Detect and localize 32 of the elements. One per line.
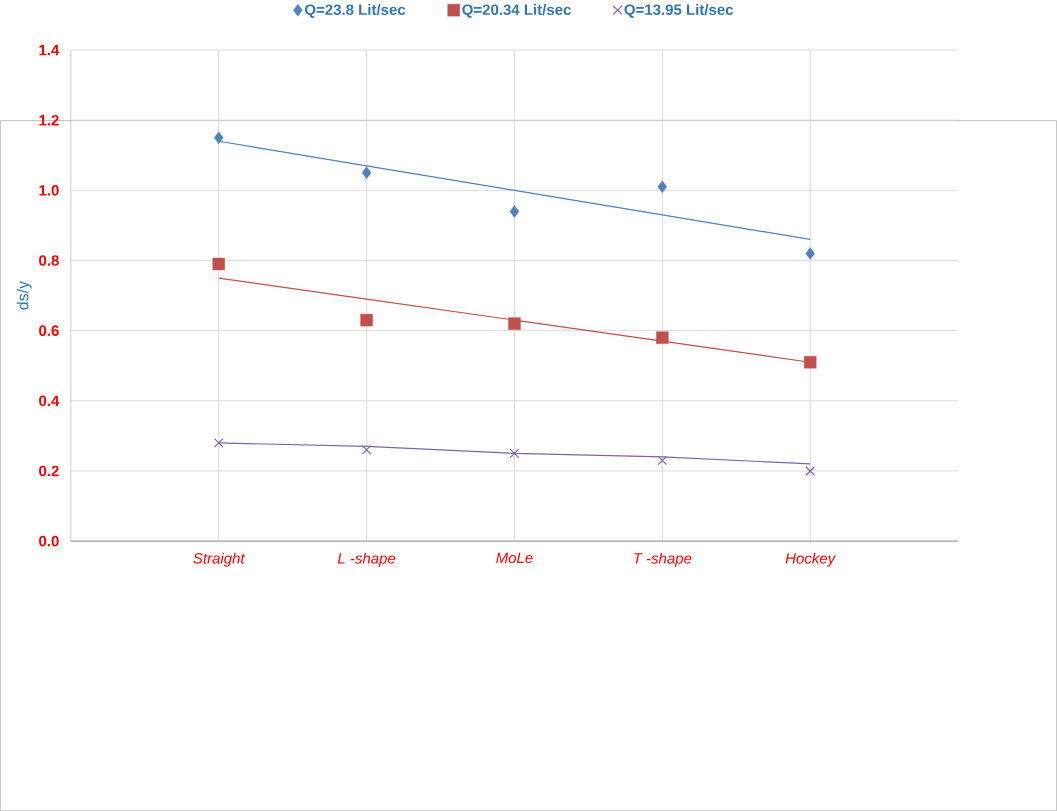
y-tick-label: 0.0 xyxy=(39,535,59,547)
x-tick-label: Hockey xyxy=(785,552,836,567)
point xyxy=(657,455,668,466)
point xyxy=(214,131,224,144)
y-tick-label: 0.8 xyxy=(39,255,59,266)
y-axis-title: ds/y xyxy=(16,280,32,310)
point xyxy=(213,438,224,448)
point xyxy=(656,331,669,344)
x-tick-label: T -shape xyxy=(634,552,692,567)
point xyxy=(805,247,815,260)
y-tick-label: 1.4 xyxy=(39,44,60,56)
point xyxy=(508,317,521,330)
point xyxy=(212,257,225,271)
legend-label: Q=23.8 Lit/sec xyxy=(304,3,406,18)
y-tick-label: 1.2 xyxy=(39,114,59,126)
point xyxy=(803,355,817,369)
x-tick-label: MoLe xyxy=(496,552,533,564)
point xyxy=(805,466,816,476)
y-tick-label: 0.6 xyxy=(39,325,59,336)
point xyxy=(509,205,520,218)
point xyxy=(360,313,373,327)
x-tick-label: Straight xyxy=(193,552,246,567)
y-tick-label: 1.0 xyxy=(39,184,59,196)
x-tick-label: L -shape xyxy=(337,552,396,567)
legend-label: Q=13.95 Lit/sec xyxy=(624,3,734,18)
legend-label: Q=20.34 Lit/sec xyxy=(462,3,571,18)
point xyxy=(657,180,668,193)
y-tick-label: 0.4 xyxy=(39,395,60,407)
y-tick-label: 0.2 xyxy=(39,465,59,477)
point xyxy=(361,445,372,455)
point xyxy=(361,166,372,179)
point xyxy=(509,448,520,459)
